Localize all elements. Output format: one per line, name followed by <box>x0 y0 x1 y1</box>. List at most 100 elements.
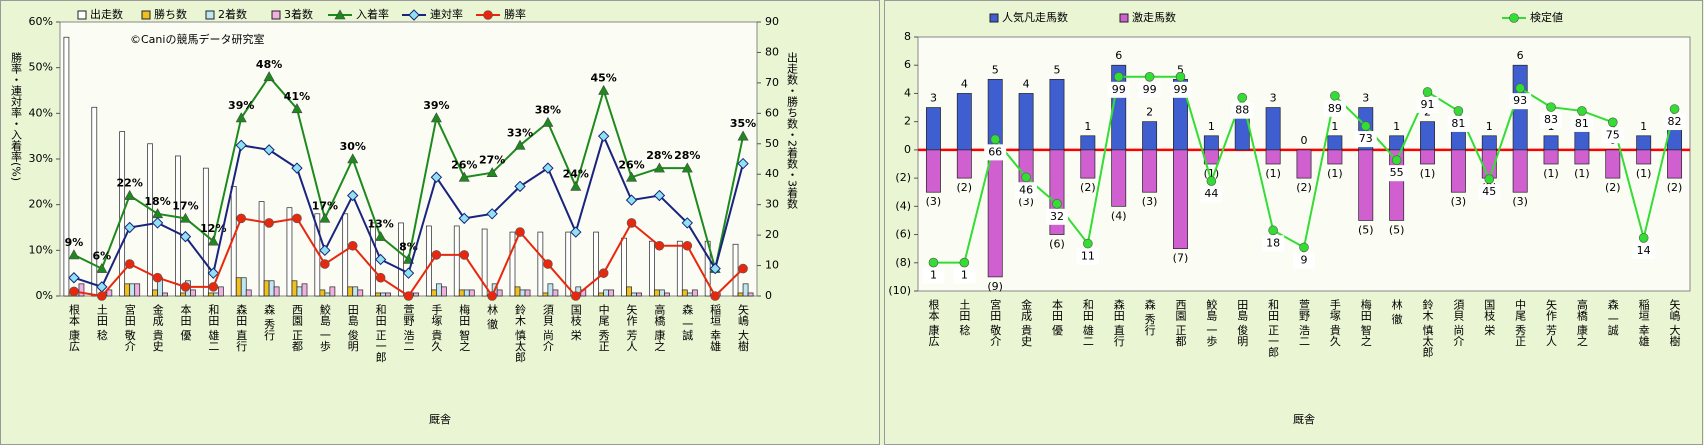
legend-label: 検定値 <box>1530 10 1563 24</box>
data-label: 28% <box>646 149 672 162</box>
marker <box>1391 155 1402 166</box>
x-tick-label: 萱野 浩二 <box>1298 299 1311 347</box>
marker <box>180 282 191 292</box>
x-tick-label: 和田 正一郎 <box>374 304 387 363</box>
bar <box>106 289 113 297</box>
x-tick-label: 金成 貴史 <box>1020 298 1033 347</box>
bar <box>347 286 354 297</box>
label-box <box>1015 182 1038 199</box>
x-tick-label: 中尾 秀正 <box>597 304 610 352</box>
marker <box>1268 225 1278 236</box>
bar <box>207 292 214 297</box>
marker <box>626 171 638 182</box>
data-label: 9% <box>65 236 84 249</box>
data-label: (4) <box>1111 209 1127 222</box>
legend-label: 連対率 <box>430 7 463 21</box>
bar <box>436 283 442 297</box>
data-label: 6 <box>1115 49 1122 62</box>
legend-swatch <box>205 10 215 20</box>
marker <box>347 153 359 164</box>
x-tick-label: 林 徹 <box>1390 298 1403 325</box>
bar <box>458 289 465 297</box>
marker <box>1608 117 1618 128</box>
y-tick-label: 0 <box>904 143 911 156</box>
bar <box>1605 149 1621 179</box>
label-box <box>1354 131 1377 148</box>
bar <box>413 292 419 297</box>
marker <box>486 208 498 220</box>
bar <box>1018 93 1034 151</box>
data-label: (2) <box>1667 181 1683 194</box>
y-tick-label: (4) <box>895 199 911 212</box>
legend-swatch <box>271 10 281 20</box>
bar <box>481 228 488 297</box>
y-tick-label: 20% <box>29 198 53 211</box>
data-label: 83 <box>1544 113 1558 126</box>
data-label: 1 <box>1084 120 1091 133</box>
data-label: 12% <box>200 222 226 235</box>
data-label: 39% <box>228 99 254 112</box>
marker <box>207 235 219 246</box>
x-tick-label: 稲垣 幸雄 <box>709 304 722 352</box>
bar <box>329 286 336 297</box>
bar <box>468 289 475 297</box>
data-label: 24% <box>563 167 589 180</box>
label-box <box>1107 81 1130 98</box>
bar <box>258 201 265 297</box>
marker <box>486 167 498 177</box>
data-label: 5 <box>1177 63 1184 76</box>
marker <box>1577 106 1587 116</box>
marker <box>598 268 609 278</box>
bar <box>425 225 432 297</box>
bar <box>319 289 326 297</box>
x-tick-label: 林 徹 <box>486 303 499 330</box>
bar <box>263 280 270 297</box>
x-tick-label: 国枝 栄 <box>569 304 582 341</box>
x-tick-label: 根本 康広 <box>67 303 80 352</box>
data-label: 11 <box>1081 250 1095 263</box>
marker <box>681 162 693 173</box>
marker <box>487 291 497 301</box>
data-label: 28% <box>674 149 700 162</box>
y-tick-label: 60% <box>29 15 53 28</box>
label-box <box>1323 100 1346 117</box>
bar <box>162 292 168 297</box>
marker <box>1299 242 1309 253</box>
data-label: 5 <box>1053 63 1060 76</box>
bar <box>621 237 627 297</box>
bar <box>1265 149 1281 165</box>
data-label: 1 <box>930 269 937 282</box>
bar <box>212 292 219 297</box>
legend-label: 入着率 <box>356 7 389 21</box>
data-label: 8% <box>399 240 418 253</box>
marker <box>598 84 610 95</box>
bar <box>649 240 655 297</box>
marker <box>737 130 749 141</box>
x-tick-label: 宮田 敬介 <box>989 298 1002 347</box>
marker <box>208 282 219 292</box>
bar <box>463 289 470 297</box>
marker <box>1360 121 1371 131</box>
marker <box>1144 72 1155 82</box>
marker <box>514 180 526 193</box>
marker <box>681 217 694 229</box>
data-label: 1 <box>961 269 968 282</box>
data-label: (3) <box>1142 195 1158 208</box>
bar <box>218 286 224 297</box>
data-label: (9) <box>987 280 1003 293</box>
label-box <box>1169 81 1192 98</box>
data-label: (3) <box>1018 195 1034 208</box>
bar <box>352 286 359 297</box>
bar <box>1080 135 1096 151</box>
marker <box>430 171 443 183</box>
marker <box>458 171 470 182</box>
marker <box>1113 72 1124 82</box>
x-tick-label: 和田 正一郎 <box>1267 299 1280 358</box>
marker <box>1021 172 1031 183</box>
x-tick-label: 和田 雄二 <box>1081 299 1094 347</box>
bar <box>240 277 247 297</box>
marker <box>515 227 525 237</box>
marker <box>1330 90 1340 101</box>
bar <box>552 289 559 297</box>
legend-label: 勝ち数 <box>154 7 187 21</box>
